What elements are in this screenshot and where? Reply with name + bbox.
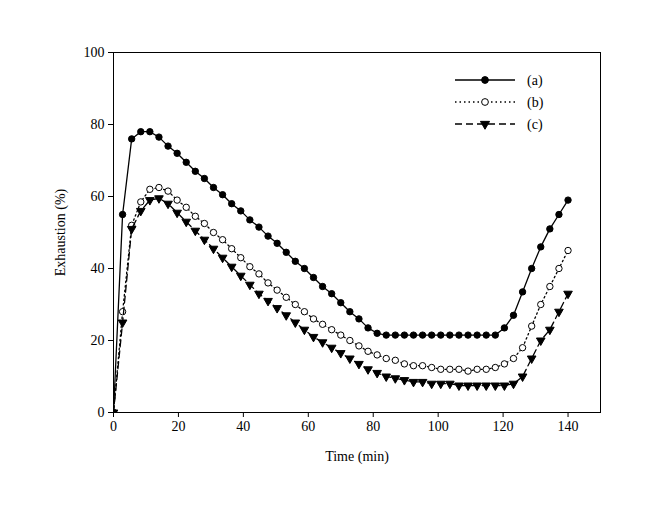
svg-text:0: 0 — [98, 405, 105, 420]
svg-text:Exhaustion (%): Exhaustion (%) — [53, 188, 69, 276]
svg-text:0: 0 — [110, 419, 117, 434]
svg-text:60: 60 — [91, 189, 105, 204]
svg-text:(c): (c) — [527, 117, 543, 133]
svg-text:140: 140 — [558, 419, 579, 434]
svg-text:(b): (b) — [527, 95, 544, 111]
svg-text:100: 100 — [428, 419, 449, 434]
svg-text:(a): (a) — [527, 73, 543, 89]
svg-text:40: 40 — [236, 419, 250, 434]
svg-text:20: 20 — [91, 333, 105, 348]
svg-text:80: 80 — [366, 419, 380, 434]
svg-text:Time (min): Time (min) — [325, 449, 389, 465]
svg-text:80: 80 — [91, 117, 105, 132]
svg-text:20: 20 — [171, 419, 185, 434]
svg-text:100: 100 — [84, 45, 105, 60]
svg-text:120: 120 — [493, 419, 514, 434]
svg-text:60: 60 — [301, 419, 315, 434]
svg-text:40: 40 — [91, 261, 105, 276]
